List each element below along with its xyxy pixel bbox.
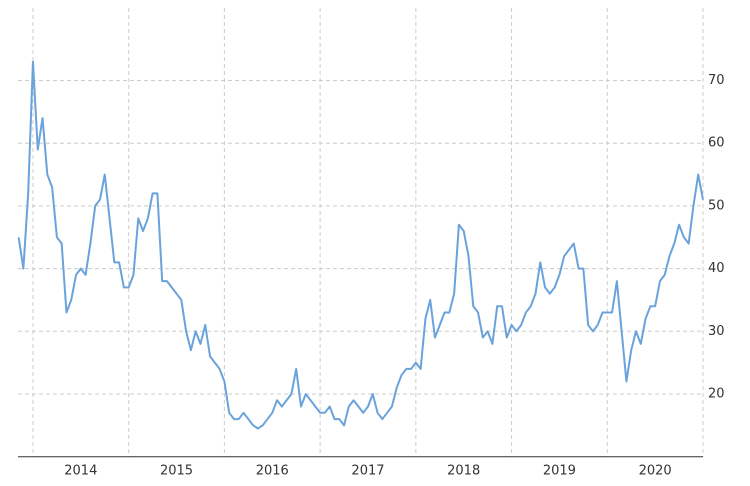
price-line xyxy=(17,60,704,430)
y-tick-label: 40 xyxy=(708,261,725,276)
x-tick-label: 2017 xyxy=(351,464,384,479)
x-tick-label: 2018 xyxy=(447,464,480,479)
y-tick-label: 20 xyxy=(708,387,725,402)
x-tick-label: 2016 xyxy=(256,464,289,479)
x-tick-label: 2015 xyxy=(160,464,193,479)
y-tick-label: 30 xyxy=(708,324,725,339)
y-tick-label: 60 xyxy=(708,136,725,151)
y-tick-label: 50 xyxy=(708,198,725,213)
x-tick-label: 2019 xyxy=(543,464,576,479)
y-tick-label: 70 xyxy=(708,73,725,88)
x-tick-label: 2014 xyxy=(64,464,97,479)
x-tick-label: 2020 xyxy=(639,464,672,479)
